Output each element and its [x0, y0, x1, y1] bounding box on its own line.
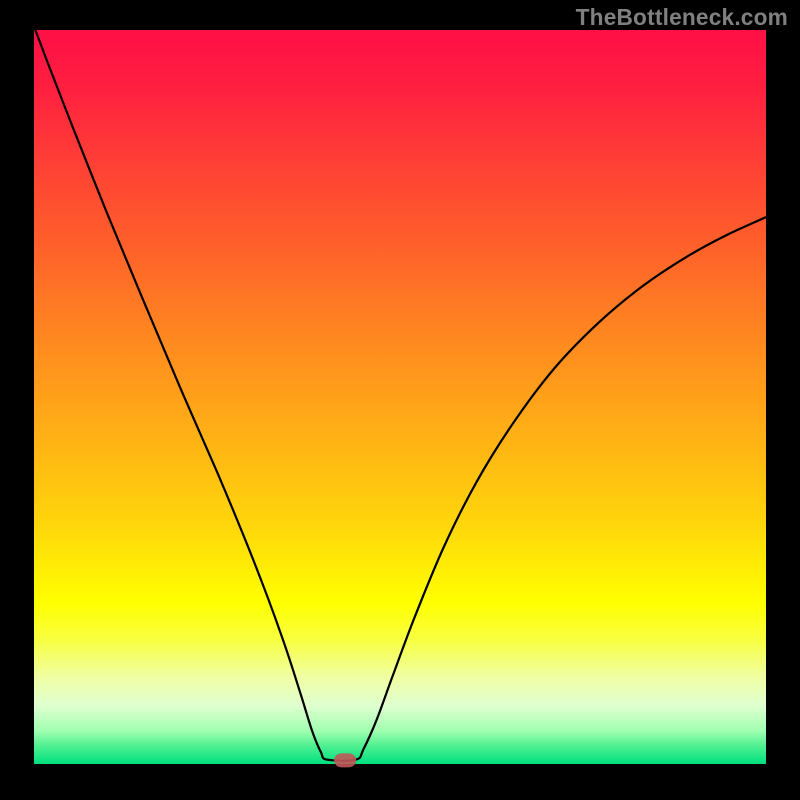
chart-stage: TheBottleneck.com	[0, 0, 800, 800]
bottleneck-chart-svg	[0, 0, 800, 800]
vertex-marker	[334, 753, 356, 767]
watermark-text: TheBottleneck.com	[576, 4, 788, 31]
